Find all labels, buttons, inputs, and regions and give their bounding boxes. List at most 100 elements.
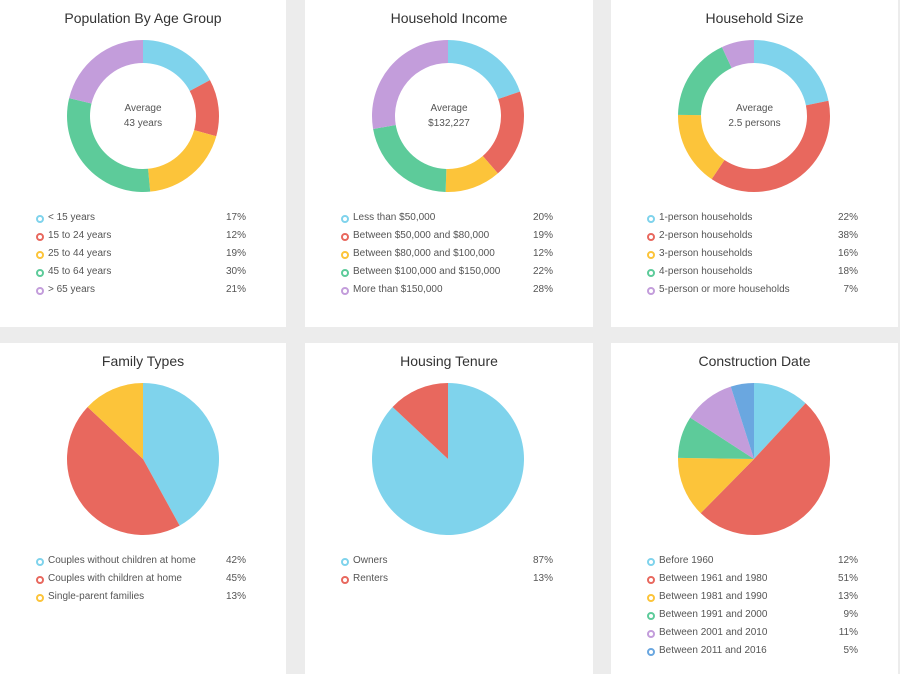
legend-marker-icon (341, 558, 349, 566)
slice-15-years[interactable] (143, 40, 210, 91)
legend-item[interactable]: 1-person households 22% (641, 212, 858, 230)
slice-1-person-households[interactable] (754, 40, 829, 106)
legend-label: 25 to 44 years (48, 248, 112, 259)
legend-value: 87% (532, 555, 553, 566)
slice-25-to-44-years[interactable] (148, 130, 217, 192)
slice-between-2001-and-2010[interactable] (690, 386, 754, 459)
legend-marker-icon (341, 233, 349, 241)
legend-label: Renters (353, 573, 389, 584)
slice-between-1991-and-2000[interactable] (678, 417, 754, 459)
legend-label: Before 1960 (659, 555, 714, 566)
legend-marker-icon (36, 251, 44, 259)
slice-between-1961-and-1980[interactable] (700, 403, 830, 535)
card-title: Population By Age Group (64, 10, 222, 26)
legend-item[interactable]: 5-person or more households 7% (641, 284, 858, 302)
slice-between-80-000-and-100-000[interactable] (445, 156, 498, 192)
slice-before-1960[interactable] (754, 383, 806, 459)
slice-15-to-24-years[interactable] (189, 80, 219, 137)
legend-item[interactable]: Between 1981 and 1990 13% (641, 591, 858, 609)
slice-less-than-50-000[interactable] (448, 40, 520, 99)
legend-item[interactable]: Renters 13% (335, 573, 553, 591)
slice-renters[interactable] (392, 383, 448, 459)
legend-item[interactable]: Between 1961 and 1980 51% (641, 573, 858, 591)
card-title: Household Size (705, 10, 804, 26)
legend-item[interactable]: Between $50,000 and $80,000 19% (335, 230, 553, 248)
pie-chart (67, 383, 220, 535)
slice-5-person-or-more-households[interactable] (721, 40, 754, 68)
legend-marker-icon (36, 576, 44, 584)
legend-item[interactable]: < 15 years 17% (30, 212, 246, 230)
legend-value: 19% (532, 230, 553, 241)
legend-item[interactable]: 2-person households 38% (641, 230, 858, 248)
legend-label: Couples without children at home (48, 555, 196, 566)
slice-between-100-000-and-150-000[interactable] (373, 125, 447, 192)
legend-label: Between $80,000 and $100,000 (353, 248, 495, 259)
card-title: Household Income (390, 10, 508, 26)
legend-item[interactable]: Couples with children at home 45% (30, 573, 246, 591)
slice-45-to-64-years[interactable] (67, 98, 151, 193)
slice-between-2011-and-2016[interactable] (730, 383, 754, 459)
legend-marker-icon (647, 612, 655, 620)
legend-item[interactable]: Between 2011 and 2016 5% (641, 645, 858, 663)
legend-marker-icon (647, 576, 655, 584)
legend-item[interactable]: 25 to 44 years 19% (30, 248, 246, 266)
donut-chart (372, 40, 524, 192)
slice-between-50-000-and-80-000[interactable] (482, 91, 524, 174)
legend-item[interactable]: Single-parent families 13% (30, 591, 246, 609)
slice-4-person-households[interactable] (678, 47, 732, 116)
legend-item[interactable]: 4-person households 18% (641, 266, 858, 284)
legend-value: 11% (838, 627, 858, 638)
legend-item[interactable]: Between 1991 and 2000 9% (641, 609, 858, 627)
slice-65-years[interactable] (69, 40, 143, 104)
legend-item[interactable]: 15 to 24 years 12% (30, 230, 246, 248)
legend-item[interactable]: Between $100,000 and $150,000 22% (335, 266, 553, 284)
pie-chart (678, 383, 830, 535)
legend-value: 17% (225, 212, 246, 223)
legend-label: Between 2011 and 2016 (659, 645, 767, 656)
legend-item[interactable]: Couples without children at home 42% (30, 555, 246, 573)
slice-between-1981-and-1990[interactable] (678, 457, 754, 514)
card-housing-tenure: Housing Tenure Owners 87% Renters 13% (305, 343, 593, 674)
legend-label: > 65 years (48, 284, 95, 295)
legend-value: 13% (837, 591, 858, 602)
legend-value: 12% (532, 248, 553, 259)
legend-marker-icon (36, 233, 44, 241)
legend-marker-icon (647, 648, 655, 656)
legend-value: 30% (225, 266, 246, 277)
slice-3-person-households[interactable] (678, 114, 725, 180)
legend-item[interactable]: > 65 years 21% (30, 284, 246, 302)
legend-item[interactable]: Between $80,000 and $100,000 12% (335, 248, 553, 266)
slice-couples-with-children-at-home[interactable] (67, 406, 180, 535)
legend-item[interactable]: Owners 87% (335, 555, 553, 573)
slice-more-than-150-000[interactable] (372, 40, 448, 129)
card-construction-date: Construction Date Before 1960 12% Between … (611, 343, 898, 674)
legend: < 15 years 17% 15 to 24 years 12% 25 to 44 y… (30, 212, 246, 302)
legend-value: 12% (225, 230, 246, 241)
slice-2-person-households[interactable] (711, 100, 830, 192)
card-title: Family Types (101, 353, 185, 369)
card-population-by-age: Population By Age Group Average 43 years… (0, 0, 286, 327)
donut-chart (678, 40, 830, 192)
slice-single-parent-families[interactable] (87, 383, 143, 459)
legend-item[interactable]: More than $150,000 28% (335, 284, 553, 302)
center-label-value: 43 years (123, 118, 163, 129)
legend-value: 21% (225, 284, 246, 295)
legend-marker-icon (647, 251, 655, 259)
legend-value: 12% (837, 555, 858, 566)
slice-owners[interactable] (371, 383, 524, 535)
pie-chart (371, 383, 524, 535)
legend-marker-icon (647, 558, 655, 566)
legend-item[interactable]: Between 2001 and 2010 11% (641, 627, 858, 645)
legend-value: 13% (225, 591, 246, 602)
legend-item[interactable]: 3-person households 16% (641, 248, 858, 266)
legend-marker-icon (647, 630, 655, 638)
legend-label: Between 1981 and 1990 (659, 591, 768, 602)
legend-marker-icon (647, 594, 655, 602)
legend-item[interactable]: Before 1960 12% (641, 555, 858, 573)
legend-item[interactable]: 45 to 64 years 30% (30, 266, 246, 284)
center-label-value: 2.5 persons (728, 118, 781, 129)
legend-value: 5% (843, 645, 858, 656)
slice-couples-without-children-at-home[interactable] (143, 383, 220, 526)
legend-label: 3-person households (659, 248, 753, 259)
legend-item[interactable]: Less than $50,000 20% (335, 212, 553, 230)
